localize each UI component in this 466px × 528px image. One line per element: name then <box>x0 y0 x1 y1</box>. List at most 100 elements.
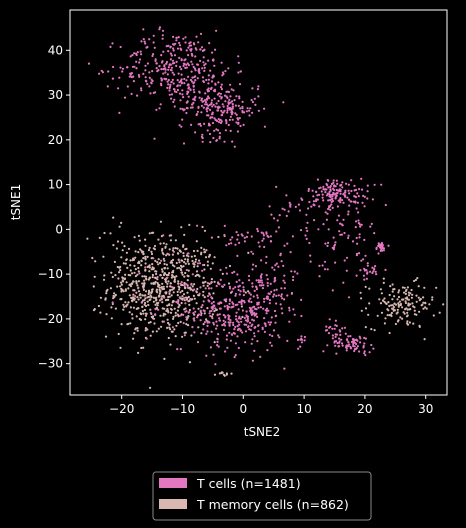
data-point <box>220 61 223 64</box>
data-point <box>220 83 223 86</box>
data-point <box>117 87 120 90</box>
data-point <box>334 197 337 200</box>
data-point <box>199 124 202 127</box>
data-point <box>247 251 250 254</box>
data-point <box>220 109 223 112</box>
data-point <box>240 300 243 303</box>
data-point <box>341 186 344 189</box>
data-point <box>209 117 212 120</box>
data-point <box>142 253 145 256</box>
data-point <box>173 278 176 281</box>
data-point <box>200 46 204 49</box>
data-point <box>175 300 178 303</box>
data-point <box>211 116 214 119</box>
data-point <box>203 229 207 232</box>
data-point <box>143 40 146 43</box>
data-point <box>200 332 203 335</box>
data-point <box>281 297 284 300</box>
data-point <box>407 302 410 305</box>
data-point <box>196 63 199 66</box>
data-point <box>334 192 337 195</box>
data-point <box>370 328 373 331</box>
data-point <box>165 309 168 312</box>
data-point <box>338 337 341 340</box>
data-point <box>173 98 176 101</box>
data-point <box>237 61 240 64</box>
data-point <box>182 265 185 268</box>
data-point <box>166 267 169 270</box>
data-point <box>194 47 197 50</box>
data-point <box>366 184 369 187</box>
data-point <box>382 247 386 250</box>
data-point <box>210 278 213 281</box>
data-point <box>184 302 187 305</box>
data-point <box>273 268 276 271</box>
data-point <box>213 129 216 132</box>
data-point <box>162 234 165 237</box>
data-point <box>310 205 313 208</box>
data-point <box>229 106 232 110</box>
data-point <box>170 276 173 279</box>
data-point <box>91 256 94 260</box>
data-point <box>237 285 240 288</box>
x-tick-label: −20 <box>109 402 134 416</box>
data-point <box>130 92 133 95</box>
data-point <box>209 87 213 91</box>
data-point <box>193 254 196 258</box>
data-point <box>142 28 145 31</box>
data-point <box>289 251 292 254</box>
data-point <box>201 225 204 229</box>
data-point <box>358 350 361 353</box>
data-point <box>195 270 199 273</box>
data-point <box>173 105 176 108</box>
data-point <box>405 288 408 291</box>
data-point <box>223 140 226 143</box>
data-point <box>166 308 169 311</box>
data-point <box>136 51 139 54</box>
data-point <box>275 230 278 233</box>
data-point <box>275 314 278 317</box>
data-point <box>238 279 241 282</box>
data-point <box>178 304 181 307</box>
data-point <box>206 307 209 310</box>
data-point <box>118 271 121 274</box>
data-point <box>169 58 172 61</box>
data-point <box>137 234 140 237</box>
data-point <box>364 337 367 340</box>
data-point <box>213 373 217 376</box>
data-point <box>362 344 365 348</box>
data-point <box>154 297 157 300</box>
data-point <box>218 135 221 138</box>
data-point <box>169 285 172 288</box>
data-point <box>126 266 129 269</box>
data-point <box>144 266 147 269</box>
data-point <box>140 89 143 92</box>
data-point <box>347 296 351 299</box>
data-point <box>252 263 255 266</box>
data-point <box>357 252 361 255</box>
data-point <box>227 90 231 94</box>
data-point <box>124 262 127 265</box>
data-point <box>144 42 147 45</box>
data-point <box>205 114 209 117</box>
data-point <box>167 321 170 325</box>
data-point <box>226 304 229 307</box>
data-point <box>345 346 348 349</box>
data-point <box>333 340 336 343</box>
data-point <box>315 190 318 193</box>
data-point <box>159 242 162 245</box>
data-point <box>327 228 330 231</box>
data-point <box>250 235 253 238</box>
data-point <box>117 332 120 336</box>
data-point <box>336 182 339 185</box>
data-point <box>152 247 155 250</box>
data-point <box>202 290 205 293</box>
data-point <box>251 338 254 341</box>
data-point <box>181 89 184 92</box>
data-point <box>167 253 170 256</box>
data-point <box>183 334 186 337</box>
data-point <box>163 296 166 299</box>
data-point <box>193 263 196 266</box>
data-point <box>422 301 425 304</box>
